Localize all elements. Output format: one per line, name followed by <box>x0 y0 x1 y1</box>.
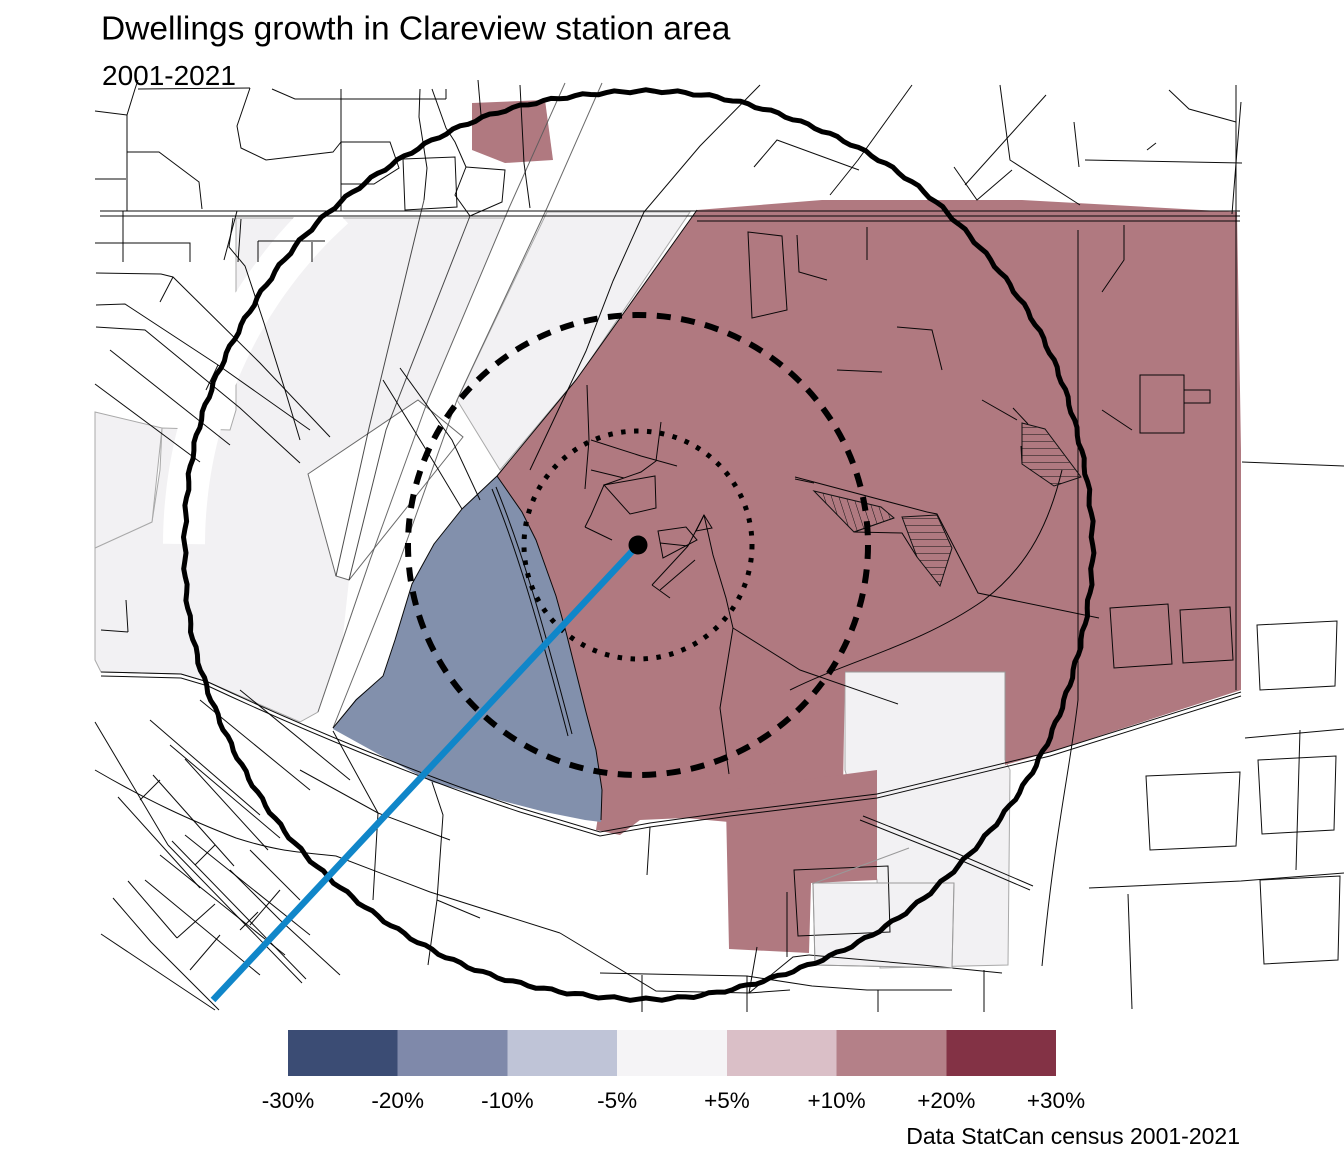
svg-text:2001-2021: 2001-2021 <box>102 60 236 91</box>
svg-text:Data StatCan census 2001-2021: Data StatCan census 2001-2021 <box>906 1123 1240 1149</box>
svg-text:-5%: -5% <box>597 1088 637 1113</box>
svg-text:-10%: -10% <box>481 1088 534 1113</box>
svg-text:-20%: -20% <box>371 1088 424 1113</box>
svg-text:+5%: +5% <box>704 1088 750 1113</box>
svg-text:-30%: -30% <box>262 1088 315 1113</box>
svg-text:+30%: +30% <box>1027 1088 1085 1113</box>
svg-text:Dwellings growth in Clareview: Dwellings growth in Clareview station ar… <box>101 11 731 48</box>
svg-text:+20%: +20% <box>917 1088 975 1113</box>
svg-text:+10%: +10% <box>808 1088 866 1113</box>
